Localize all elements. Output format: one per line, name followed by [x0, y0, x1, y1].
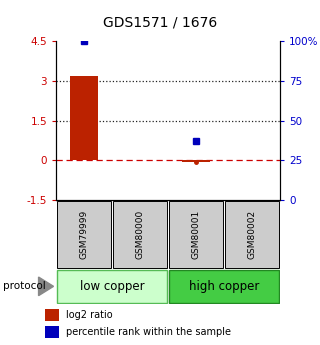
- Bar: [57, 270, 167, 303]
- Bar: [57, 201, 111, 268]
- Text: low copper: low copper: [80, 280, 144, 293]
- Text: log2 ratio: log2 ratio: [67, 310, 113, 320]
- Text: GSM79999: GSM79999: [79, 210, 89, 259]
- Text: high copper: high copper: [189, 280, 259, 293]
- Polygon shape: [39, 277, 53, 296]
- Bar: [169, 201, 223, 268]
- Text: GDS1571 / 1676: GDS1571 / 1676: [103, 16, 217, 29]
- Bar: [113, 201, 167, 268]
- Bar: [70, 76, 98, 160]
- Text: percentile rank within the sample: percentile rank within the sample: [67, 327, 231, 337]
- Bar: [225, 201, 279, 268]
- Bar: [45, 326, 59, 338]
- Bar: [182, 160, 210, 162]
- Text: GSM80001: GSM80001: [191, 210, 201, 259]
- Text: GSM80002: GSM80002: [247, 210, 257, 259]
- Bar: [169, 270, 279, 303]
- Text: protocol: protocol: [3, 282, 46, 291]
- Text: GSM80000: GSM80000: [135, 210, 145, 259]
- Bar: [45, 309, 59, 321]
